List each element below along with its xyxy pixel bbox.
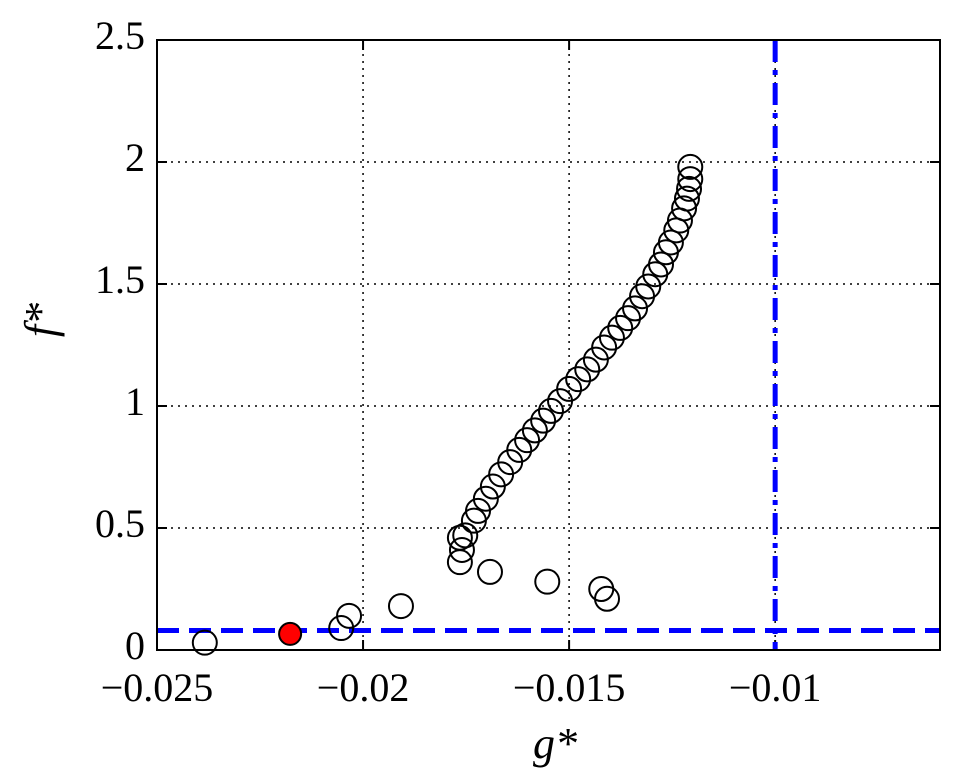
data-point — [594, 585, 621, 612]
y-axis-label: f* — [16, 303, 65, 337]
data-point — [635, 273, 662, 300]
x-tick-label: −0.025 — [101, 665, 214, 710]
data-point — [591, 334, 618, 361]
data-point — [476, 558, 503, 585]
data-point — [387, 593, 414, 620]
data-point — [521, 417, 548, 444]
data-point — [677, 153, 704, 180]
axes-box — [156, 39, 941, 651]
data-point — [452, 522, 479, 549]
data-point — [565, 366, 592, 393]
data-point — [574, 356, 601, 383]
y-tick-label: 0 — [125, 623, 145, 668]
x-tick-label: −0.01 — [729, 665, 822, 710]
data-point — [472, 485, 499, 512]
data-point — [278, 621, 303, 646]
data-point — [191, 629, 218, 656]
data-point — [530, 407, 557, 434]
data-point — [676, 175, 703, 202]
x-tick-label: −0.015 — [513, 665, 626, 710]
data-point — [534, 568, 561, 595]
y-tick-label: 2.5 — [95, 13, 145, 58]
data-point — [598, 324, 625, 351]
y-tick-label: 1 — [125, 379, 145, 424]
data-point — [622, 295, 649, 322]
data-point — [615, 305, 642, 332]
data-point — [671, 195, 698, 222]
data-point — [677, 166, 704, 193]
y-tick-label: 0.5 — [95, 501, 145, 546]
data-point — [657, 229, 684, 256]
data-point — [537, 397, 564, 424]
y-tick-label: 2 — [125, 135, 145, 180]
plot-area — [157, 40, 940, 650]
data-point — [556, 375, 583, 402]
data-point — [648, 251, 675, 278]
x-tick-label: −0.02 — [317, 665, 410, 710]
data-point — [506, 436, 533, 463]
y-tick-label: 1.5 — [95, 257, 145, 302]
data-point — [336, 602, 363, 629]
data-point — [448, 536, 475, 563]
data-point — [446, 524, 473, 551]
x-axis-label: g* — [533, 719, 577, 768]
data-point — [607, 314, 634, 341]
data-point — [673, 185, 700, 212]
data-point — [514, 427, 541, 454]
